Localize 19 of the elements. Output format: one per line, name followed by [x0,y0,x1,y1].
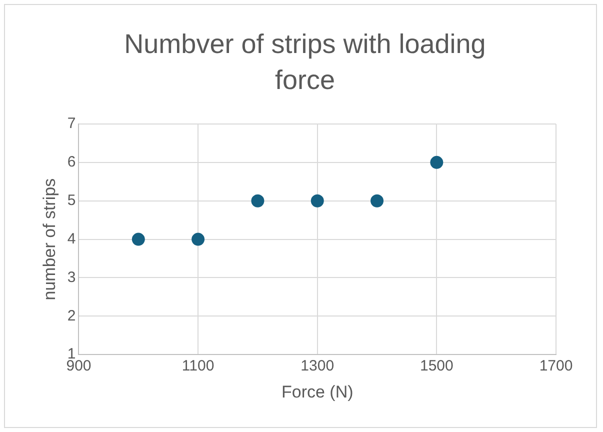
y-tick-label: 7 [67,115,76,132]
x-axis-title: Force (N) [281,382,354,402]
y-tick-label: 2 [67,307,76,324]
x-tick-label: 1300 [300,358,334,375]
point [310,194,324,208]
point [370,194,384,208]
y-tick-label: 6 [67,154,76,171]
point [430,156,444,169]
y-tick-label: 5 [67,192,76,210]
point [132,232,145,246]
y-axis-title: number of strips [40,178,59,300]
x-tick-label: 1100 [182,358,214,375]
point [251,194,264,208]
y-tick-label: 3 [67,268,76,286]
chart-title: Numbver of strips with loading force [123,28,487,97]
point [192,232,205,246]
x-tick-label: 1700 [539,358,573,375]
x-tick-label: 1500 [420,358,454,375]
y-tick-label: 4 [67,230,76,248]
